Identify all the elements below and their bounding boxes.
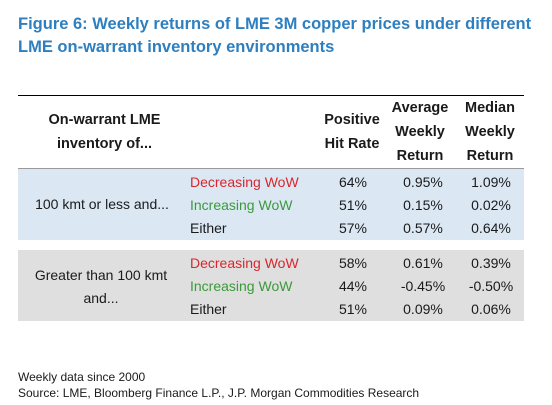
hit-rate-value: 51% bbox=[338, 197, 368, 213]
table-top-rule bbox=[18, 95, 524, 96]
median-return-value: 0.02% bbox=[471, 197, 511, 213]
group-100kmt-or-less: 100 kmt or less and... Decreasing WoW 64% 0… bbox=[18, 169, 524, 240]
header-median-return: Median Weekly Return bbox=[465, 100, 515, 164]
average-return-value: 0.95% bbox=[403, 174, 443, 190]
average-return-value: 0.15% bbox=[403, 197, 443, 213]
group-greater-than-100kmt: Greater than 100 kmt and... Decreasing Wo… bbox=[18, 250, 524, 321]
footnote-weekly-data: Weekly data since 2000 bbox=[18, 370, 146, 384]
group-label: 100 kmt or less and... bbox=[35, 196, 169, 212]
median-return-value: 0.64% bbox=[471, 220, 511, 236]
table-header: On-warrant LME inventory of... Positive … bbox=[18, 96, 524, 168]
average-return-value: 0.09% bbox=[403, 301, 443, 317]
condition-label: Either bbox=[190, 220, 227, 236]
median-return-value: -0.50% bbox=[468, 278, 514, 294]
header-inventory: On-warrant LME inventory of... bbox=[48, 112, 161, 152]
header-average-return: Average Weekly Return bbox=[391, 100, 449, 164]
group-spacer bbox=[18, 240, 524, 250]
condition-label: Increasing WoW bbox=[190, 197, 293, 213]
median-return-value: 0.39% bbox=[471, 255, 511, 271]
average-return-value: -0.45% bbox=[400, 278, 446, 294]
hit-rate-value: 44% bbox=[338, 278, 368, 294]
group-label: Greater than 100 kmt and... bbox=[34, 267, 168, 306]
header-rule bbox=[18, 168, 524, 169]
condition-label: Decreasing WoW bbox=[190, 174, 299, 190]
average-return-value: 0.57% bbox=[403, 220, 443, 236]
median-return-value: 0.06% bbox=[471, 301, 511, 317]
figure-title: Figure 6: Weekly returns of LME 3M coppe… bbox=[18, 15, 532, 56]
hit-rate-value: 57% bbox=[338, 220, 368, 236]
condition-label: Decreasing WoW bbox=[190, 255, 299, 271]
footnote-source: Source: LME, Bloomberg Finance L.P., J.P… bbox=[18, 386, 420, 400]
condition-label: Increasing WoW bbox=[190, 278, 293, 294]
average-return-value: 0.61% bbox=[403, 255, 443, 271]
hit-rate-value: 64% bbox=[338, 174, 368, 190]
hit-rate-value: 51% bbox=[338, 301, 368, 317]
condition-label: Either bbox=[190, 301, 227, 317]
header-hit-rate: Positive Hit Rate bbox=[324, 112, 380, 152]
hit-rate-value: 58% bbox=[338, 255, 368, 271]
median-return-value: 1.09% bbox=[471, 174, 511, 190]
returns-table: On-warrant LME inventory of... Positive … bbox=[18, 95, 524, 321]
